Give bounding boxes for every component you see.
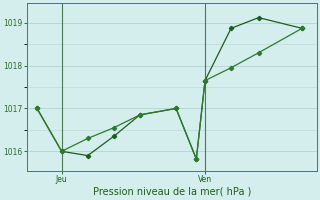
X-axis label: Pression niveau de la mer( hPa ): Pression niveau de la mer( hPa )	[92, 187, 251, 197]
